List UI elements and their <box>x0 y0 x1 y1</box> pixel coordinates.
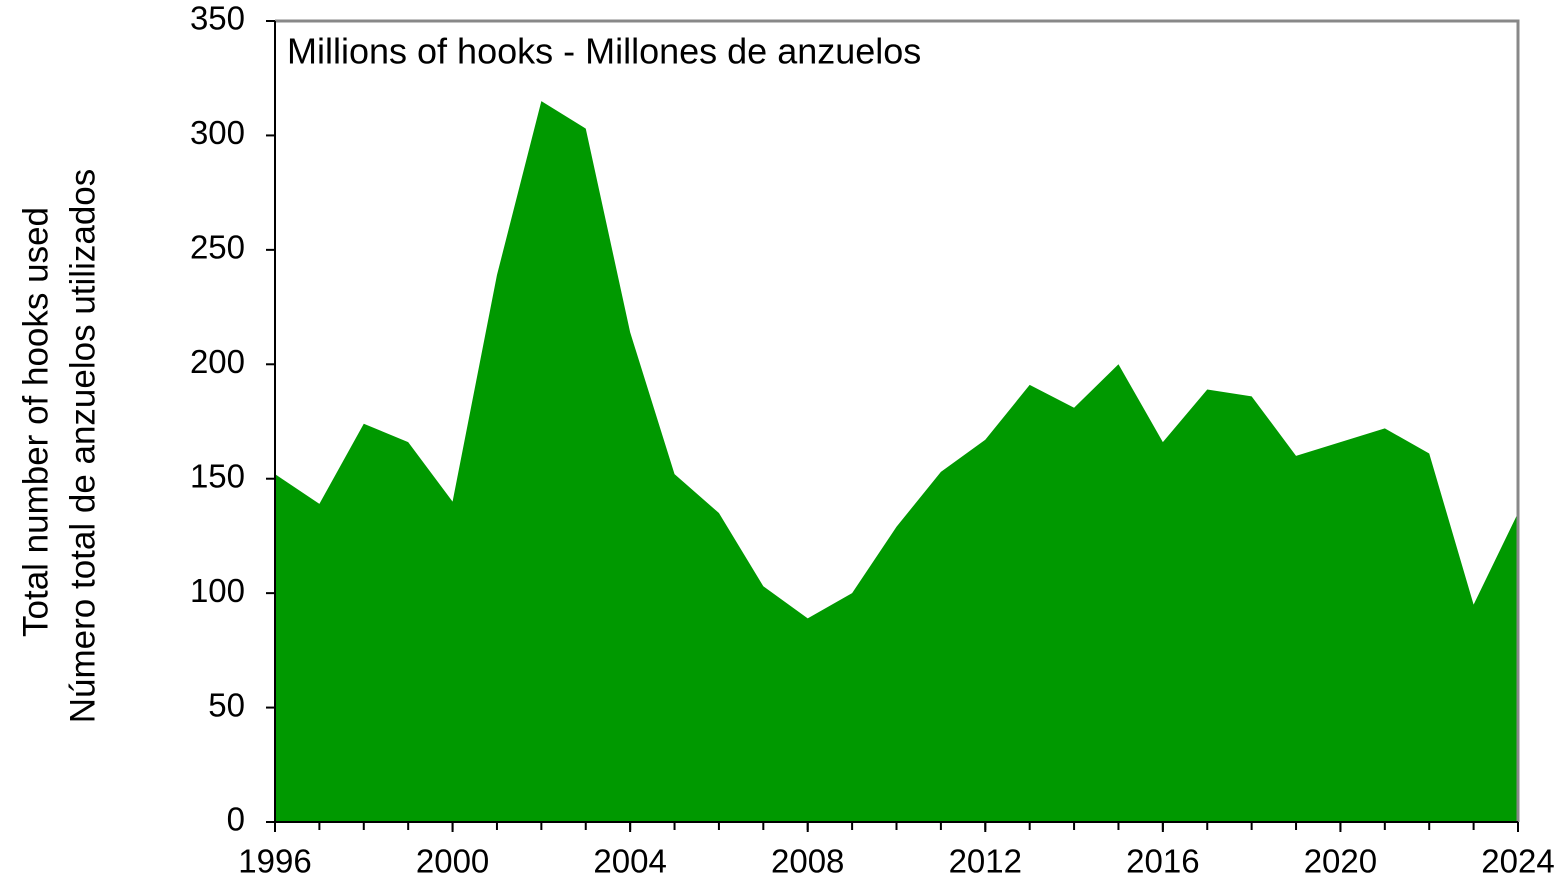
chart-title: Millions of hooks - Millones de anzuelos <box>287 31 921 72</box>
y-tick-label: 0 <box>227 801 245 838</box>
y-tick-label: 100 <box>190 572 245 609</box>
y-tick-label: 200 <box>190 343 245 380</box>
plot-frame <box>275 19 1520 822</box>
y-tick-label: 250 <box>190 229 245 266</box>
x-tick-label: 2020 <box>1304 843 1377 880</box>
y-tick-label: 150 <box>190 457 245 494</box>
y-axis-label: Número total de anzuelos utilizados <box>63 169 102 723</box>
x-tick-label: 2016 <box>1126 843 1199 880</box>
x-tick-label: 2000 <box>416 843 489 880</box>
y-tick-label: 350 <box>190 0 245 37</box>
x-tick-label: 2004 <box>593 843 666 880</box>
x-tick-label: 2024 <box>1481 843 1554 880</box>
y-axis-label: Total number of hooks used <box>16 207 55 637</box>
y-tick-label: 300 <box>190 114 245 151</box>
x-tick-label: 2008 <box>771 843 844 880</box>
y-tick-label: 50 <box>208 686 245 723</box>
x-tick-label: 1996 <box>238 843 311 880</box>
x-tick-label: 2012 <box>949 843 1022 880</box>
area <box>275 101 1518 823</box>
